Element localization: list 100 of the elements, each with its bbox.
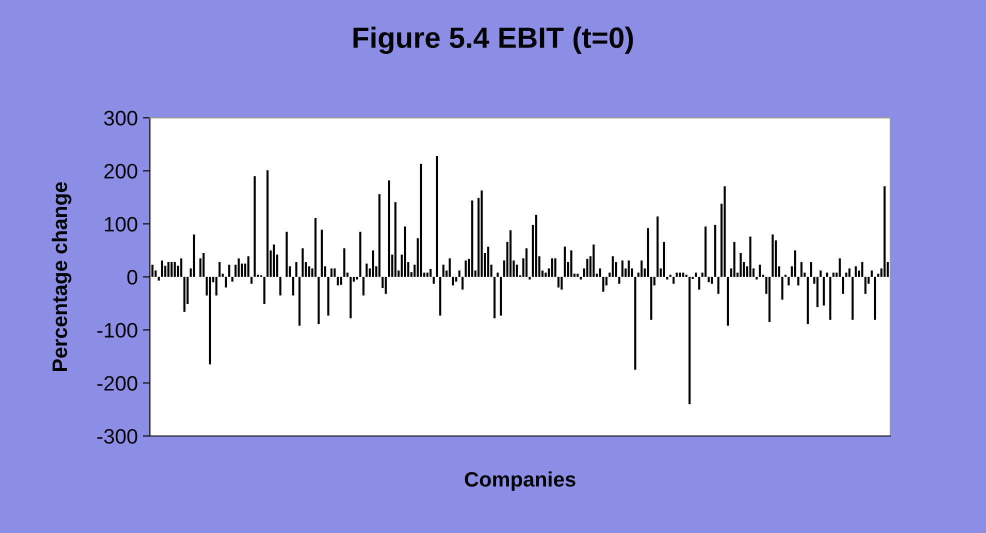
bar bbox=[359, 232, 362, 277]
bar bbox=[870, 270, 873, 277]
bar bbox=[487, 246, 490, 277]
bar bbox=[829, 276, 832, 320]
bar bbox=[334, 268, 336, 277]
bar bbox=[781, 276, 784, 300]
bar bbox=[634, 276, 636, 370]
bar bbox=[599, 268, 602, 277]
bar bbox=[820, 270, 822, 277]
bar bbox=[436, 156, 438, 277]
bar bbox=[350, 276, 352, 318]
bar bbox=[318, 276, 320, 324]
bar bbox=[439, 276, 442, 316]
bar bbox=[678, 272, 682, 277]
bar bbox=[557, 276, 560, 288]
bar bbox=[694, 272, 698, 277]
bar bbox=[362, 276, 364, 296]
bar bbox=[404, 226, 406, 277]
bar bbox=[292, 276, 294, 296]
bar bbox=[448, 258, 451, 277]
bar bbox=[286, 232, 288, 277]
bar bbox=[272, 244, 275, 277]
bar bbox=[366, 264, 368, 277]
bar bbox=[426, 272, 428, 277]
bar bbox=[183, 276, 186, 312]
bar bbox=[180, 258, 182, 277]
y-tick-label: 100 bbox=[104, 216, 138, 232]
bar bbox=[509, 230, 512, 277]
bar bbox=[343, 248, 346, 277]
bar bbox=[320, 230, 323, 277]
bar bbox=[551, 258, 554, 277]
bar bbox=[218, 262, 221, 277]
bar bbox=[442, 264, 444, 277]
bar bbox=[826, 272, 828, 277]
bar bbox=[384, 276, 387, 294]
bar bbox=[640, 260, 643, 277]
bar bbox=[586, 258, 588, 277]
bar bbox=[228, 264, 230, 277]
bar bbox=[224, 276, 228, 288]
bar bbox=[330, 268, 333, 277]
bar bbox=[714, 224, 716, 277]
bar bbox=[462, 276, 464, 290]
bar bbox=[167, 262, 170, 277]
bar bbox=[688, 276, 691, 404]
bar bbox=[788, 276, 790, 286]
bar bbox=[838, 258, 841, 277]
bar bbox=[564, 246, 566, 277]
bar bbox=[208, 276, 212, 364]
bar bbox=[160, 260, 164, 277]
bar bbox=[202, 253, 205, 277]
bar bbox=[832, 272, 834, 277]
bar bbox=[496, 272, 499, 277]
bar bbox=[676, 272, 678, 277]
bar bbox=[724, 186, 726, 277]
bar bbox=[768, 276, 771, 322]
bar bbox=[174, 262, 176, 277]
bar bbox=[842, 276, 844, 294]
bar bbox=[215, 276, 218, 296]
bar bbox=[576, 274, 579, 277]
bar bbox=[266, 170, 269, 277]
bar bbox=[247, 256, 250, 277]
bar bbox=[602, 276, 604, 292]
bar bbox=[852, 276, 854, 320]
bar bbox=[618, 276, 620, 284]
x-axis-title: Companies bbox=[464, 471, 576, 491]
bar bbox=[238, 258, 240, 277]
bar bbox=[710, 276, 713, 284]
bar bbox=[874, 276, 876, 320]
bar bbox=[500, 276, 502, 316]
bar bbox=[646, 228, 650, 277]
bar bbox=[810, 262, 812, 277]
chart-title: Figure 5.4 EBIT (t=0) bbox=[354, 26, 633, 54]
bar bbox=[378, 194, 380, 277]
bar bbox=[494, 276, 496, 318]
bar bbox=[797, 276, 800, 286]
bar bbox=[848, 268, 850, 277]
bar bbox=[621, 260, 624, 277]
bar bbox=[628, 260, 630, 277]
bar bbox=[650, 276, 652, 320]
bar bbox=[432, 276, 435, 284]
bar bbox=[864, 276, 866, 294]
bar bbox=[528, 276, 531, 280]
bar bbox=[452, 276, 454, 286]
bar bbox=[263, 276, 266, 304]
bar bbox=[698, 276, 700, 290]
bar bbox=[372, 250, 374, 277]
bar bbox=[340, 276, 342, 285]
bar bbox=[854, 266, 857, 277]
bar bbox=[356, 276, 358, 280]
bar bbox=[295, 262, 298, 277]
bar bbox=[336, 276, 339, 286]
bar bbox=[666, 276, 668, 280]
bar bbox=[822, 276, 825, 306]
bar bbox=[394, 202, 396, 277]
bar bbox=[458, 270, 460, 277]
bar bbox=[279, 276, 282, 296]
bar bbox=[231, 276, 234, 282]
bar bbox=[740, 253, 742, 277]
bar bbox=[592, 244, 595, 277]
bar bbox=[570, 250, 572, 277]
